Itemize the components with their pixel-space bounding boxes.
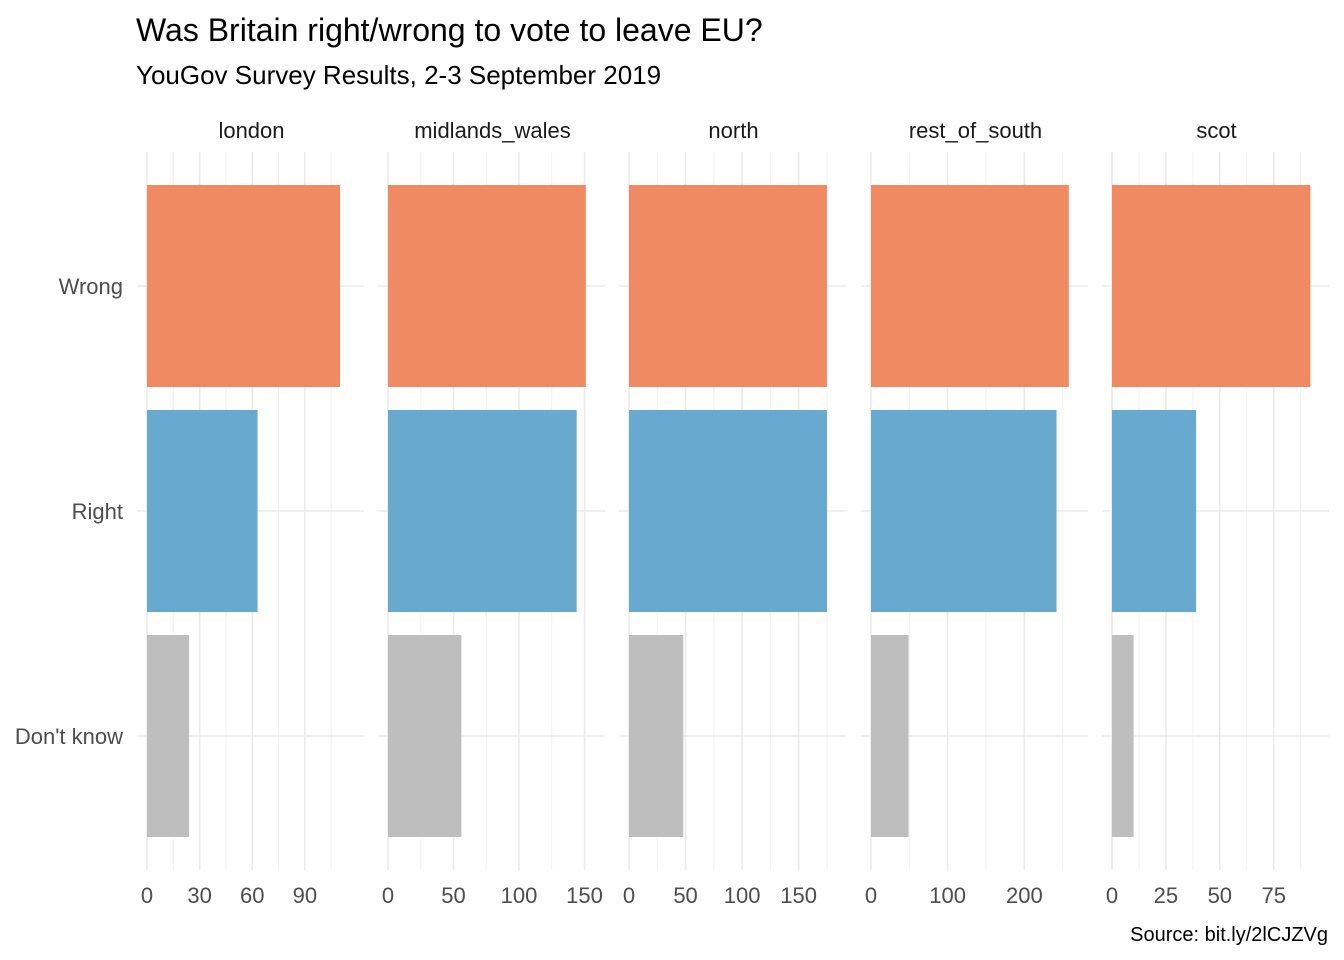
- bar-rest-of-south-don-t-know: [871, 635, 909, 837]
- facet-panel-north: 0 50 100 150 north: [619, 118, 846, 908]
- facet-strip-label: midlands_wales: [414, 118, 571, 143]
- x-tick-label: 50: [1208, 883, 1232, 908]
- bar-midlands-wales-right: [388, 410, 577, 612]
- chart-caption: Source: bit.ly/2lCJZVg: [1130, 924, 1328, 946]
- bar-london-right: [147, 410, 258, 612]
- x-tick-label: 75: [1261, 883, 1285, 908]
- bar-scot-wrong: [1112, 185, 1311, 387]
- x-tick-label: 100: [724, 883, 761, 908]
- facet-strip-label: rest_of_south: [909, 118, 1042, 143]
- x-tick-label: 200: [1006, 883, 1043, 908]
- y-tick-label: Right: [72, 499, 123, 524]
- x-tick-label: 0: [1106, 883, 1118, 908]
- chart-subtitle: YouGov Survey Results, 2-3 September 201…: [136, 60, 661, 90]
- facet-strip-label: north: [708, 118, 758, 143]
- facet-strip-label: london: [218, 118, 284, 143]
- x-tick-label: 50: [673, 883, 697, 908]
- y-axis: Wrong Right Don't know: [15, 274, 123, 749]
- bar-midlands-wales-don-t-know: [388, 635, 462, 837]
- bar-north-wrong: [629, 185, 827, 387]
- facet-panels: 0 30 60 90 london 0 50 100 150 midlands_wales 0 50 1…: [137, 118, 1329, 908]
- x-tick-label: 90: [293, 883, 317, 908]
- x-tick-label: 150: [566, 883, 603, 908]
- bar-rest-of-south-wrong: [871, 185, 1069, 387]
- x-tick-label: 100: [929, 883, 966, 908]
- bar-scot-right: [1112, 410, 1197, 612]
- x-tick-label: 0: [141, 883, 153, 908]
- bar-london-don-t-know: [147, 635, 190, 837]
- bar-midlands-wales-wrong: [388, 185, 586, 387]
- y-tick-label: Don't know: [15, 724, 123, 749]
- bar-north-right: [629, 410, 827, 612]
- facet-panel-midlands-wales: 0 50 100 150 midlands_wales: [378, 118, 605, 908]
- x-tick-label: 50: [441, 883, 465, 908]
- facet-panel-scot: 0 25 50 75 scot: [1102, 118, 1329, 908]
- bar-scot-don-t-know: [1112, 635, 1134, 837]
- bar-london-wrong: [147, 185, 340, 387]
- bar-north-don-t-know: [629, 635, 684, 837]
- chart-title: Was Britain right/wrong to vote to leave…: [136, 12, 763, 48]
- x-tick-label: 0: [865, 883, 877, 908]
- x-tick-label: 30: [187, 883, 211, 908]
- y-tick-label: Wrong: [59, 274, 123, 299]
- facet-strip-label: scot: [1196, 118, 1236, 143]
- facet-panel-london: 0 30 60 90 london: [137, 118, 364, 908]
- x-tick-label: 25: [1154, 883, 1178, 908]
- x-tick-label: 150: [780, 883, 817, 908]
- x-tick-label: 60: [240, 883, 264, 908]
- x-tick-label: 100: [501, 883, 538, 908]
- bar-rest-of-south-right: [871, 410, 1057, 612]
- x-tick-label: 0: [623, 883, 635, 908]
- facet-panel-rest-of-south: 0 100 200 rest_of_south: [861, 118, 1088, 908]
- x-tick-label: 0: [382, 883, 394, 908]
